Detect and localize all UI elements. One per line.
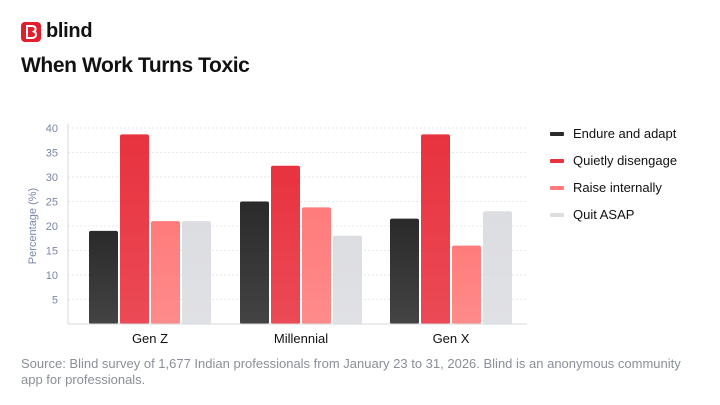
legend-swatch <box>550 158 564 163</box>
bar-gen-z-endure-and-adapt <box>89 230 118 324</box>
legend-swatch <box>550 185 564 190</box>
bar-gen-z-quit-asap <box>182 221 211 324</box>
legend-label: Raise internally <box>573 180 662 195</box>
blind-logo-icon <box>21 21 41 42</box>
y-tick-label: 15 <box>46 246 58 258</box>
bar-gen-x-endure-and-adapt <box>390 218 419 324</box>
legend-item: Quietly disengage <box>550 147 677 174</box>
y-tick-label: 25 <box>46 197 58 209</box>
bar-gen-x-raise-internally <box>452 245 481 324</box>
legend-item: Quit ASAP <box>550 201 677 228</box>
bar-gen-x-quietly-disengage <box>421 134 450 324</box>
legend-label: Endure and adapt <box>573 126 677 141</box>
bar-millennial-raise-internally <box>302 207 331 324</box>
y-tick-label: 40 <box>46 123 58 135</box>
y-tick-label: 35 <box>46 148 58 160</box>
legend-swatch <box>550 131 564 136</box>
legend-item: Raise internally <box>550 174 677 201</box>
bar-millennial-quit-asap <box>333 235 362 324</box>
bar-millennial-endure-and-adapt <box>240 201 269 324</box>
x-category-label: Millennial <box>274 331 328 346</box>
bar-gen-x-quit-asap <box>483 211 512 324</box>
bar-gen-z-quietly-disengage <box>120 134 149 324</box>
y-axis-label: Percentage (%) <box>27 188 39 264</box>
bar-gen-z-raise-internally <box>151 221 180 324</box>
legend-item: Endure and adapt <box>550 120 677 147</box>
brand-logo: blind <box>21 20 93 43</box>
chart-title: When Work Turns Toxic <box>21 54 250 77</box>
y-tick-label: 10 <box>46 270 58 282</box>
x-category-label: Gen X <box>433 331 470 346</box>
legend-swatch <box>550 212 564 217</box>
x-category-label: Gen Z <box>132 331 168 346</box>
chart-legend: Endure and adapt Quietly disengage Raise i… <box>550 120 677 228</box>
bar-millennial-quietly-disengage <box>271 165 300 324</box>
legend-label: Quietly disengage <box>573 153 678 168</box>
y-tick-label: 5 <box>52 295 58 307</box>
brand-name: blind <box>46 20 93 42</box>
y-tick-label: 20 <box>46 221 58 233</box>
source-note: Source: Blind survey of 1,677 Indian pro… <box>21 356 681 387</box>
legend-label: Quit ASAP <box>573 207 635 222</box>
y-tick-label: 30 <box>46 172 58 184</box>
